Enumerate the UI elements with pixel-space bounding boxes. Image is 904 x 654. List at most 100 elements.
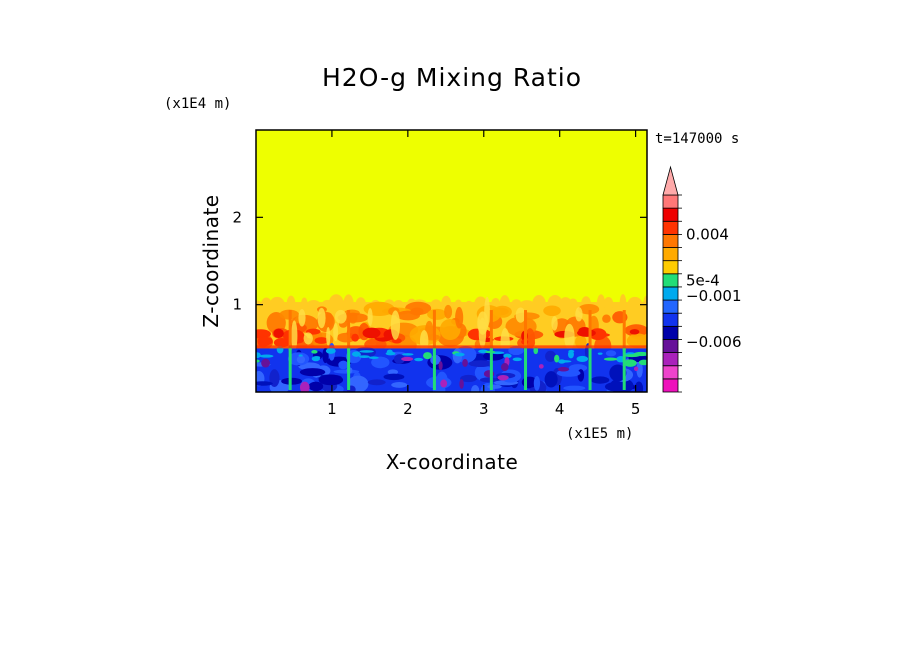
plume-top (269, 296, 285, 312)
cell-accent (311, 356, 320, 362)
cell (544, 371, 558, 388)
cell (383, 373, 405, 381)
streak (291, 320, 298, 351)
colorbar-segment (662, 194, 679, 209)
cell-accent (503, 353, 512, 359)
streak (515, 307, 526, 323)
cell-accent (554, 354, 560, 363)
cell-purple (299, 381, 310, 392)
eddy-red (256, 329, 271, 339)
streak (333, 322, 339, 342)
cell-accent (512, 357, 522, 362)
cell (387, 369, 399, 375)
cell-purple (462, 358, 468, 367)
plume-top (355, 297, 366, 311)
cell-accent (351, 351, 361, 357)
cell-accent (256, 352, 261, 359)
cell (577, 369, 585, 382)
cell-purple (500, 363, 509, 372)
streak (303, 332, 313, 345)
cell (318, 374, 344, 386)
cell (426, 376, 452, 389)
updraft (622, 310, 626, 351)
eddy (439, 318, 461, 341)
y-axis: 12 (232, 208, 647, 314)
x-scale-label: (x1E5 m) (566, 426, 633, 442)
streak (390, 310, 401, 340)
cell-accent (325, 347, 336, 354)
cell (636, 361, 643, 378)
cell-accent (576, 355, 589, 362)
updraft (524, 310, 528, 351)
streak (334, 309, 347, 324)
colorbar-segment (662, 260, 679, 275)
updraft-low (524, 346, 528, 390)
cell-accent (423, 352, 432, 360)
cell (333, 369, 360, 374)
eddy (543, 305, 561, 317)
colorbar-segment (662, 339, 679, 354)
cell-purple (557, 367, 570, 372)
x-tick-label: 1 (327, 400, 337, 418)
cell (269, 369, 280, 388)
plume-top (559, 297, 572, 311)
cell-purple (440, 379, 448, 388)
eddy-red (314, 337, 329, 344)
cell-accent (311, 349, 318, 354)
cell (634, 381, 644, 392)
eddy (602, 314, 611, 323)
eddy-red (273, 328, 284, 338)
x-axis: 1 2 3 4 5 (327, 130, 640, 418)
cell-purple (538, 364, 544, 369)
cell-purple (438, 361, 443, 371)
eddy-red (362, 327, 381, 339)
colorbar-label: 5e-4 (686, 271, 720, 289)
colorbar-segment (662, 325, 679, 340)
eddy (444, 304, 453, 319)
streak (564, 323, 575, 350)
y-axis-label: Z-coordinate (199, 194, 223, 327)
eddy (346, 326, 366, 340)
colorbar-segment (662, 247, 679, 262)
eddy-red (391, 338, 402, 344)
cell (299, 368, 326, 377)
plume-top (393, 299, 404, 309)
plume-top (568, 298, 578, 310)
y-tick-label: 2 (232, 208, 242, 226)
cell-accent (259, 354, 274, 358)
cell-accent (558, 359, 566, 364)
cell (296, 355, 306, 364)
cell-accent (359, 350, 374, 353)
streak (317, 307, 326, 329)
boundary-line (256, 345, 647, 349)
cell (609, 364, 627, 382)
colorbar-segment (662, 378, 679, 393)
updraft-low (432, 346, 436, 390)
plume-top (619, 294, 627, 314)
cell-accent (597, 352, 603, 355)
colorbar-label: 0.004 (686, 225, 729, 243)
cell (471, 385, 480, 392)
cell-accent (454, 352, 465, 357)
cell-purple (401, 356, 414, 362)
plume-top (300, 297, 308, 311)
plume-top (603, 296, 614, 312)
cell (468, 360, 494, 368)
plume-top (532, 295, 546, 314)
eddy (427, 308, 447, 320)
cell (367, 379, 386, 386)
cell (545, 350, 556, 362)
cell (487, 384, 502, 389)
x-tick-label: 4 (555, 400, 565, 418)
cell-accent (386, 349, 393, 354)
updraft-low (288, 346, 292, 390)
time-label: t=147000 s (655, 131, 739, 147)
x-tick-label: 2 (403, 400, 413, 418)
updraft-low (347, 346, 351, 390)
eddy-red (629, 329, 640, 335)
streak (367, 308, 373, 327)
eddy-red (257, 336, 273, 346)
updraft (288, 310, 292, 351)
cell-accent (358, 355, 370, 359)
streak (477, 311, 489, 335)
